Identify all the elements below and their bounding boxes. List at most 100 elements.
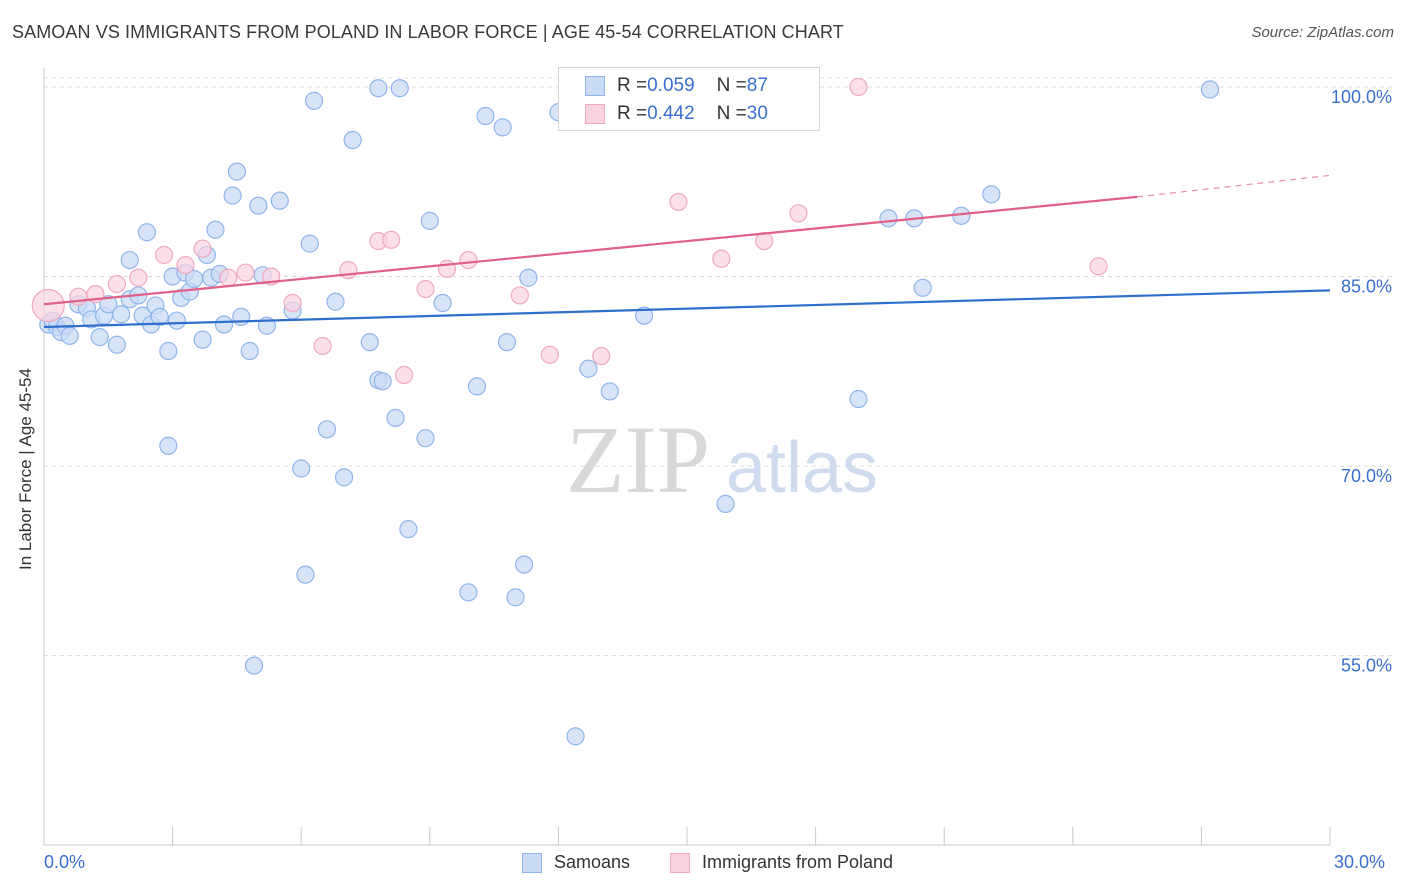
poland-point (219, 268, 238, 287)
poland-point (382, 230, 401, 249)
samoans-point (296, 565, 315, 584)
samoans-point (326, 292, 345, 311)
samoans-point (1200, 80, 1220, 99)
poland-point (789, 204, 808, 223)
samoans-point (476, 106, 495, 126)
poland-point (416, 279, 435, 299)
poland-point (1089, 257, 1108, 276)
poland-trend-extension (1137, 174, 1331, 198)
samoans-point (159, 341, 178, 361)
poland-point (176, 255, 195, 275)
y-tick-label: 70.0% (1341, 466, 1392, 486)
poland-point (193, 239, 212, 258)
series-legend-poland[interactable]: Immigrants from Poland (670, 852, 893, 873)
samoans-point (467, 377, 487, 396)
legend-r-label: R = (617, 103, 648, 124)
samoans-point (60, 326, 79, 345)
samoans-point (107, 335, 126, 354)
samoans-point (167, 311, 186, 330)
samoans-point (913, 278, 932, 297)
samoans-point (150, 307, 169, 326)
y-tick-label: 85.0% (1341, 276, 1392, 296)
chart-title: SAMOAN VS IMMIGRANTS FROM POLAND IN LABO… (12, 22, 844, 42)
samoans-point (206, 220, 225, 239)
samoans-point (292, 459, 311, 478)
y-tick-label: 55.0% (1341, 655, 1392, 675)
samoans-point (579, 359, 598, 378)
legend-swatch-samoans (585, 76, 605, 96)
samoans-point (137, 223, 156, 242)
poland-point (540, 345, 559, 364)
legend-r-value-samoans: 0.059 (647, 75, 695, 96)
samoans-point (360, 333, 379, 352)
poland-point (510, 286, 529, 305)
samoans-point (214, 315, 234, 334)
samoans-point (304, 91, 324, 110)
samoans-point (506, 588, 525, 607)
poland-point (107, 274, 126, 294)
series-legend: Samoans Immigrants from Poland (0, 852, 1406, 878)
samoans-point (249, 196, 268, 215)
samoans-point (493, 118, 512, 137)
poland-trend-line (43, 195, 1138, 306)
series-legend-samoans-label: Samoans (554, 852, 631, 872)
poland-point (592, 346, 611, 366)
watermark: ZIP atlas (566, 406, 878, 513)
samoans-point (635, 306, 654, 325)
samoans-point (386, 408, 405, 428)
samoans-point (416, 429, 435, 448)
y-axis-label: In Labor Force | Age 45-54 (16, 368, 35, 570)
poland-point (283, 293, 302, 313)
axes (43, 68, 1331, 846)
legend-n-value-samoans: 87 (746, 75, 768, 96)
legend-swatch-poland (585, 104, 605, 124)
y-tick-labels: 100.0% 85.0% 70.0% 55.0% (1331, 87, 1392, 676)
correlation-legend: R = 0.059 N = 87 R = 0.442 N = 30 (558, 67, 820, 131)
samoans-point (515, 555, 534, 574)
legend-n-label: N = (716, 103, 747, 124)
samoans-point (600, 382, 619, 401)
poland-point (339, 261, 358, 280)
samoans-trend-line (43, 289, 1331, 329)
samoans-point (849, 389, 868, 409)
samoans-point (566, 727, 585, 746)
samoans-point (120, 250, 139, 270)
poland-point (437, 259, 457, 278)
y-tick-label: 100.0% (1331, 87, 1392, 107)
poland-points (31, 77, 1108, 385)
samoans-point (369, 79, 388, 98)
samoans-point (343, 130, 362, 150)
x-tick-label-max: 30.0% (1334, 852, 1386, 872)
samoans-point (459, 583, 478, 602)
samoans-point (334, 468, 354, 487)
legend-row-poland: R = 0.442 N = 30 (585, 101, 768, 127)
samoans-point (244, 656, 264, 675)
samoans-point (433, 293, 452, 313)
samoans-point (982, 185, 1001, 204)
samoans-point (317, 420, 337, 439)
poland-point (459, 250, 478, 270)
samoans-point (240, 341, 259, 361)
samoans-point (90, 328, 109, 347)
samoans-point (420, 211, 439, 230)
poland-point (31, 288, 65, 323)
poland-point (154, 245, 174, 265)
legend-r-value-poland: 0.442 (647, 103, 695, 124)
series-swatch-samoans (522, 852, 542, 873)
samoans-point (227, 162, 246, 181)
samoans-point (373, 372, 392, 391)
series-legend-samoans[interactable]: Samoans (522, 852, 630, 873)
samoans-point (99, 295, 118, 314)
samoans-point (497, 333, 517, 352)
samoans-point (193, 330, 212, 349)
poland-point (394, 365, 414, 385)
samoans-point (270, 191, 289, 210)
x-tick-label-min: 0.0% (44, 852, 86, 872)
poland-point (712, 249, 731, 268)
grid-lines (44, 77, 1392, 656)
series-swatch-poland (670, 852, 690, 873)
samoans-point (159, 436, 178, 455)
source-label: Source: ZipAtlas.com (1251, 24, 1394, 41)
samoans-point (232, 307, 251, 326)
